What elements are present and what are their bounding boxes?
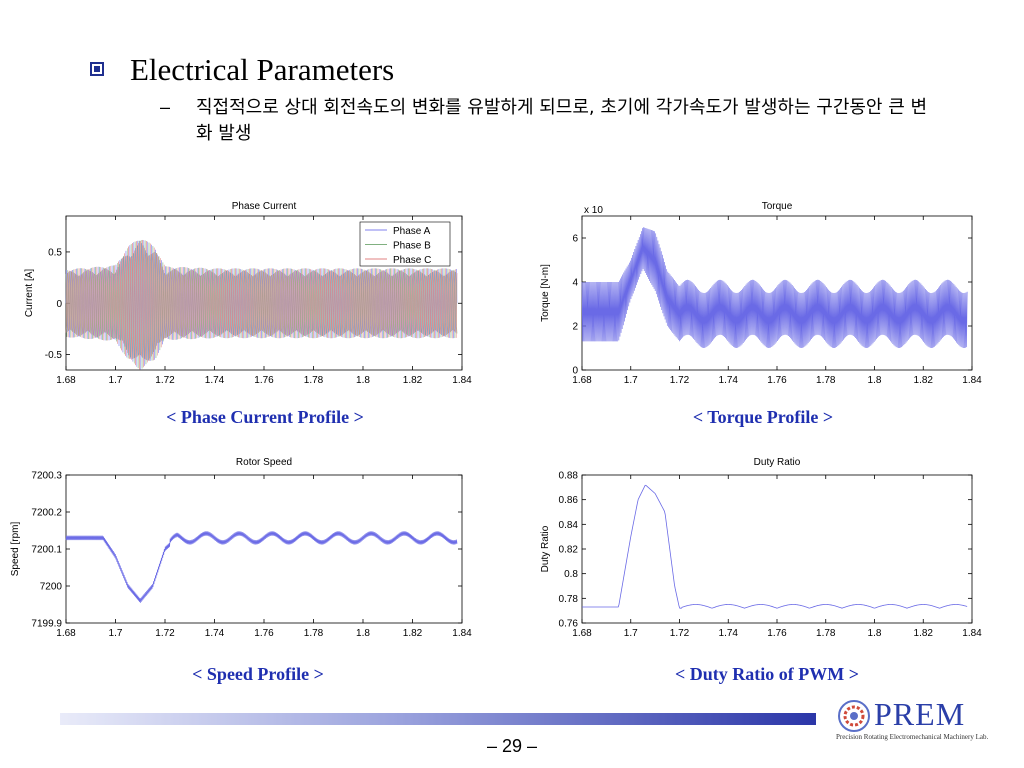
logo-tagline: Precision Rotating Electromechanical Mac… <box>836 733 989 741</box>
x-tick-label: 1.74 <box>205 628 225 639</box>
duty-line <box>582 484 968 609</box>
y-tick-label: 0.84 <box>559 520 579 531</box>
y-axis-label: Duty Ratio <box>540 525 551 572</box>
series-group <box>582 484 968 609</box>
slide-title: Electrical Parameters <box>130 52 395 87</box>
y-tick-label: 0.88 <box>559 471 579 482</box>
y-axis-label: Current [A] <box>24 269 35 318</box>
x-tick-label: 1.78 <box>304 375 324 386</box>
y-tick-label: 7199.9 <box>31 619 62 630</box>
x-tick-label: 1.72 <box>670 375 690 386</box>
x-tick-label: 1.78 <box>816 375 836 386</box>
x-tick-label: 1.8 <box>868 628 882 639</box>
footer-gradient-bar <box>60 713 816 725</box>
series-group <box>581 227 968 349</box>
x-tick-label: 1.72 <box>155 628 175 639</box>
x-tick-label: 1.76 <box>767 628 787 639</box>
x-tick-label: 1.78 <box>304 628 324 639</box>
y-tick-label: 7200.2 <box>31 508 62 519</box>
y-tick-label: -0.5 <box>45 350 63 361</box>
y-tick-label: 2 <box>572 322 578 333</box>
duty-ratio-chart: Duty Ratio 1.68 1.7 1.72 1.74 1.76 1.78 1.8 1.82… <box>540 457 982 639</box>
y-tick-label: 6 <box>572 234 578 245</box>
x-tick-label: 1.76 <box>767 375 787 386</box>
logo-name: PREM <box>874 696 966 732</box>
x-tick-label: 1.74 <box>719 628 739 639</box>
x-tick-label: 1.82 <box>914 628 934 639</box>
x-tick-label: 1.84 <box>962 628 982 639</box>
x-tick-label: 1.7 <box>624 628 638 639</box>
phase-current-chart: Phase Current 1.68 1.7 1.72 1.74 1.76 1.78 1.8 1… <box>24 201 472 386</box>
page-number: – 29 – <box>486 736 538 756</box>
series-group <box>65 239 458 370</box>
sub-bullet-dash: – <box>160 97 171 117</box>
chart-title: Rotor Speed <box>236 457 292 468</box>
plot-frame <box>65 474 463 624</box>
x-tick-label: 1.68 <box>56 628 76 639</box>
x-tick-label: 1.84 <box>452 628 472 639</box>
y-tick-label: 7200 <box>40 582 63 593</box>
x-tick-label: 1.8 <box>356 628 370 639</box>
phase-current-caption: < Phase Current Profile > <box>166 407 364 427</box>
bullet-icon <box>90 62 104 76</box>
x-tick-label: 1.68 <box>572 628 592 639</box>
x-tick-label: 1.7 <box>109 628 123 639</box>
y-axis-label: Speed [rpm] <box>10 522 21 577</box>
y-axis-label: Torque [N-m] <box>540 264 551 322</box>
plot-frame <box>581 474 973 624</box>
duty-caption: < Duty Ratio of PWM > <box>675 664 859 684</box>
speed-line <box>65 531 458 603</box>
x-tick-label: 1.68 <box>56 375 76 386</box>
x-tick-label: 1.82 <box>403 375 423 386</box>
y-tick-label: 0.82 <box>559 545 579 556</box>
legend-label: Phase C <box>393 255 431 266</box>
speed-caption: < Speed Profile > <box>192 664 324 684</box>
x-tick-label: 1.74 <box>719 375 739 386</box>
x-tick-label: 1.82 <box>403 628 423 639</box>
y-tick-label: 0.78 <box>559 594 579 605</box>
chart-title: Torque <box>762 201 793 212</box>
x-tick-label: 1.74 <box>205 375 225 386</box>
legend-label: Phase B <box>393 241 431 252</box>
x-tick-label: 1.78 <box>816 628 836 639</box>
x-tick-label: 1.72 <box>670 628 690 639</box>
torque-chart: Torque 1.68 1.7 1.72 1.74 1.76 1.78 1.8 1.82 1.84… <box>540 201 982 386</box>
x-tick-label: 1.7 <box>624 375 638 386</box>
y-tick-label: 7200.3 <box>31 471 62 482</box>
y-tick-label: 0 <box>572 366 578 377</box>
x-tick-label: 1.84 <box>962 375 982 386</box>
legend-label: Phase A <box>393 226 431 237</box>
x-tick-label: 1.72 <box>155 375 175 386</box>
chart-title: Phase Current <box>232 201 297 212</box>
x-tick-label: 1.8 <box>868 375 882 386</box>
torque-caption: < Torque Profile > <box>692 407 834 427</box>
slide-subtitle: 직접적으로 상대 회전속도의 변화를 유발하게 되므로, 초기에 각가속도가 발… <box>196 97 928 144</box>
x-tick-label: 1.84 <box>452 375 472 386</box>
x-tick-label: 1.76 <box>254 375 274 386</box>
y-tick-label: 0.86 <box>559 495 579 506</box>
y-tick-label: 0.76 <box>559 619 579 630</box>
series-group <box>65 531 458 603</box>
x-tick-label: 1.7 <box>109 375 123 386</box>
torque-line <box>581 227 968 349</box>
x-tick-label: 1.82 <box>914 375 934 386</box>
y-tick-label: 0.5 <box>48 247 62 258</box>
y-tick-label: 0 <box>56 299 62 310</box>
chart-title: Duty Ratio <box>754 457 801 468</box>
x-tick-label: 1.76 <box>254 628 274 639</box>
rotor-speed-chart: Rotor Speed 1.68 1.7 1.72 1.74 1.76 1.78 1.8 1.8… <box>10 457 472 639</box>
x-tick-label: 1.8 <box>356 375 370 386</box>
prem-logo-icon <box>838 700 870 732</box>
y-tick-label: 4 <box>572 278 578 289</box>
y-tick-label: 7200.1 <box>31 545 62 556</box>
y-tick-label: 0.8 <box>564 569 578 580</box>
series-line-3 <box>65 239 458 370</box>
scale-label: x 10 <box>584 205 603 216</box>
x-tick-label: 1.68 <box>572 375 592 386</box>
